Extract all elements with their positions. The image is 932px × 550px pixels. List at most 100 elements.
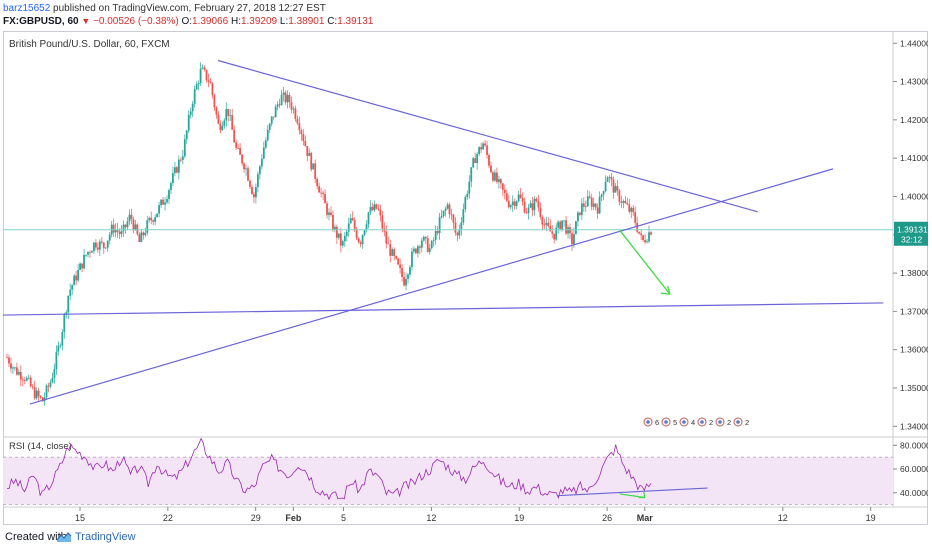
candle [39, 396, 42, 398]
candle [276, 104, 279, 107]
event-flag-dot [718, 420, 722, 424]
candle [122, 224, 125, 232]
candle [418, 246, 421, 248]
current-price-badge [894, 221, 928, 246]
candle [310, 152, 313, 170]
candle [650, 232, 652, 235]
candle [126, 221, 129, 228]
candle [298, 123, 301, 131]
candle [162, 199, 164, 205]
time-tick-label: 15 [75, 513, 85, 523]
rsi-trendline [556, 487, 708, 497]
candle [195, 84, 198, 90]
candle [55, 351, 58, 369]
candle [462, 209, 465, 223]
candle [251, 186, 253, 195]
price-tick-label: 1.43000 [900, 77, 928, 87]
candle [227, 109, 230, 116]
candle [476, 154, 479, 164]
candle [640, 233, 643, 236]
candle [567, 227, 569, 234]
candle [377, 208, 380, 210]
candle [563, 220, 565, 222]
candle [67, 295, 70, 313]
candle [578, 212, 581, 215]
candle [565, 220, 567, 234]
candle [434, 230, 437, 241]
candle [440, 216, 443, 218]
candle [71, 285, 74, 290]
time-tick-label: 5 [341, 513, 346, 523]
candle [154, 217, 157, 222]
candle [191, 103, 194, 112]
candle [343, 235, 346, 242]
candle [170, 183, 172, 191]
candle [387, 243, 390, 245]
candle [19, 371, 22, 380]
candle [409, 267, 411, 275]
candle [549, 226, 552, 232]
candle [37, 390, 40, 397]
candle [304, 141, 307, 147]
candle [197, 83, 200, 85]
candle [474, 158, 477, 164]
price-chart[interactable]: British Pound/U.S. Dollar, 60, FXCM 1.440… [3, 31, 928, 525]
candle [225, 109, 228, 121]
candle [25, 378, 28, 381]
author-link[interactable]: barz15652 [3, 3, 51, 14]
candle [237, 147, 240, 149]
candle [35, 390, 38, 399]
candle [357, 238, 360, 243]
candle [138, 234, 141, 243]
candle [77, 269, 80, 281]
candle [93, 242, 95, 252]
rsi-tick-label: 40.0000 [900, 488, 928, 498]
price-tick-label: 1.44000 [900, 38, 928, 48]
candle [164, 202, 166, 205]
candle [264, 140, 267, 148]
candle [517, 194, 520, 202]
candle [249, 180, 251, 187]
price-tick-label: 1.35000 [900, 383, 928, 393]
candle [156, 213, 159, 218]
candle [450, 214, 453, 215]
candle [31, 386, 34, 388]
candle [511, 201, 514, 206]
candle [102, 242, 105, 248]
time-tick-label: 22 [163, 513, 173, 523]
candle [215, 107, 218, 115]
candle [624, 200, 627, 204]
candle [588, 196, 591, 198]
candle [632, 207, 635, 213]
candle [347, 223, 350, 232]
candle [545, 222, 548, 225]
created-with-text: Created with [5, 531, 67, 543]
candle [521, 198, 524, 202]
candle [59, 345, 62, 347]
tradingview-brand[interactable]: TradingView [75, 531, 136, 543]
candle [158, 205, 161, 214]
candle [426, 238, 429, 252]
candle [359, 242, 362, 244]
candle [373, 204, 376, 211]
candle [464, 197, 467, 210]
candle [351, 218, 354, 221]
event-count: 4 [691, 418, 695, 427]
candle [446, 204, 449, 209]
candle [541, 217, 544, 225]
candle [207, 80, 210, 82]
candle [326, 203, 328, 216]
candle [389, 244, 392, 256]
candle [456, 232, 459, 236]
candle [399, 264, 402, 269]
candle [642, 235, 644, 241]
footer: Created with TradingView [0, 527, 932, 550]
candle [590, 197, 593, 207]
candle [488, 154, 490, 166]
rsi-tick-label: 60.0000 [900, 464, 928, 474]
candle [179, 159, 182, 161]
candle [290, 102, 293, 110]
candle [73, 275, 76, 286]
candle [486, 145, 488, 155]
event-count: 2 [727, 418, 731, 427]
